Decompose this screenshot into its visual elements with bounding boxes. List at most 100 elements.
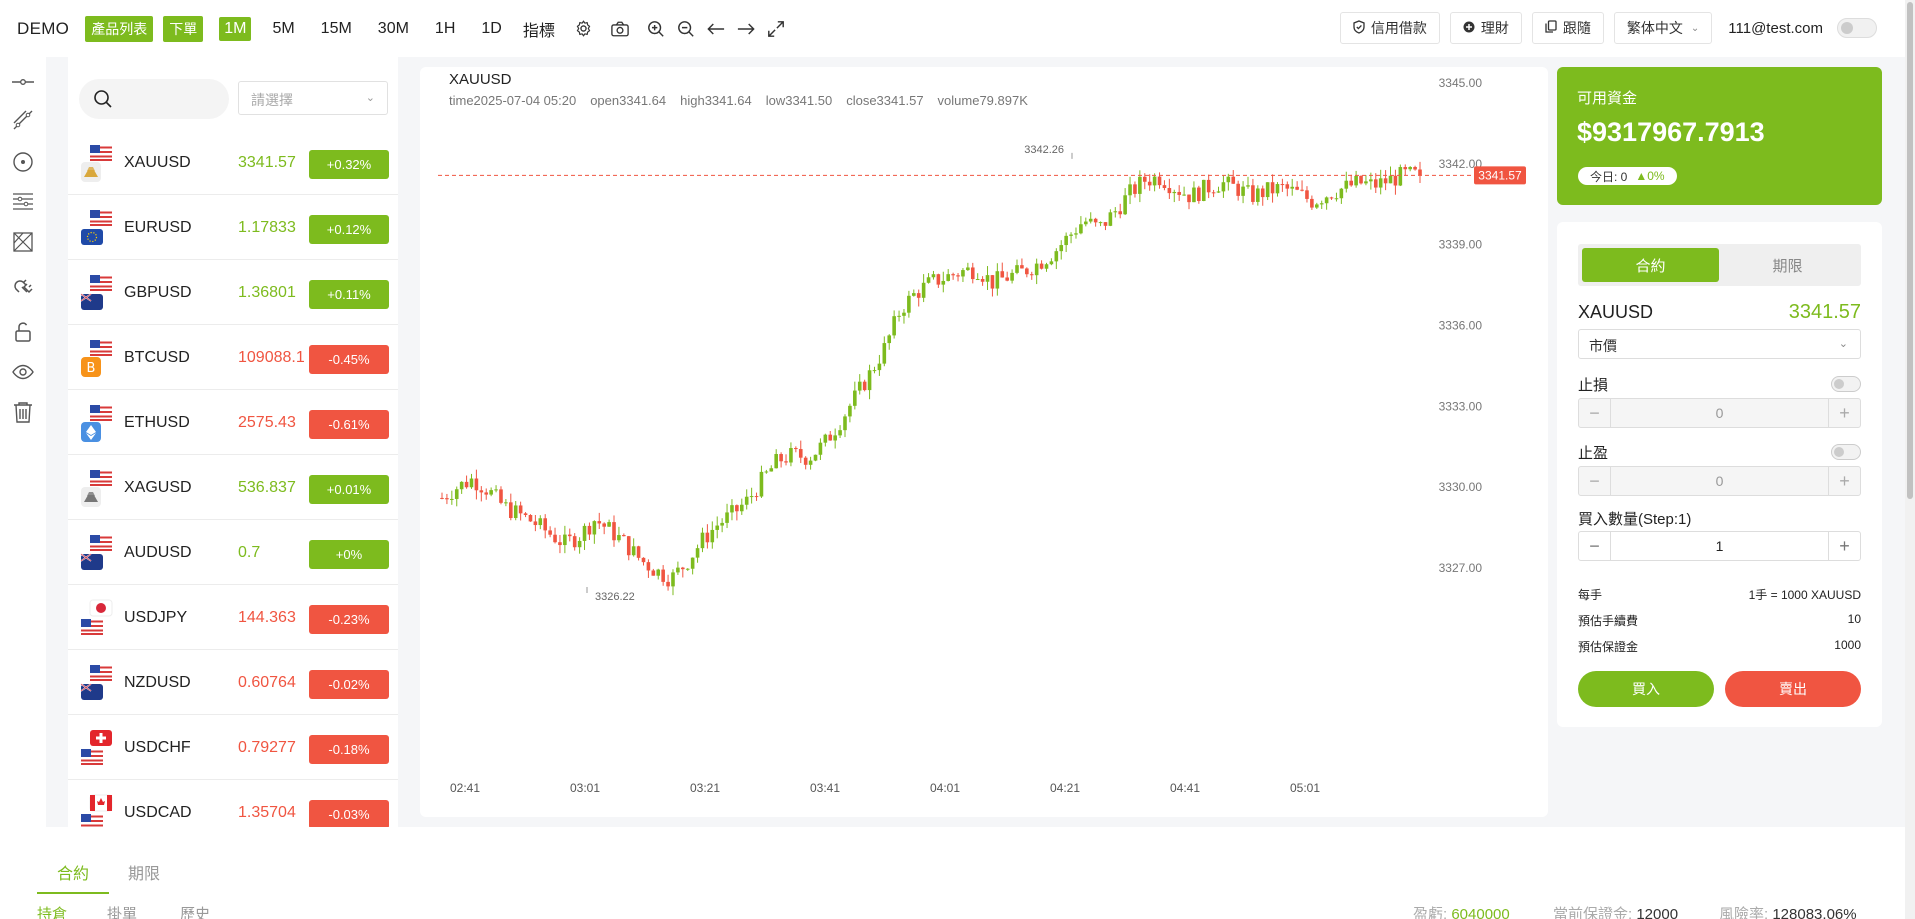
candle-body: [1300, 189, 1304, 191]
timeframe-15m[interactable]: 15M: [320, 19, 352, 37]
price-chart[interactable]: XAUUSD time2025-07-04 05:20 open3341.64 …: [420, 67, 1548, 817]
trash-icon[interactable]: [10, 399, 36, 425]
take-profit-minus-button[interactable]: −: [1579, 467, 1611, 495]
eye-icon[interactable]: [10, 359, 36, 385]
horizontal-line-tool-icon[interactable]: [10, 69, 36, 95]
candle-body: [1231, 176, 1236, 184]
take-profit-stepper[interactable]: − 0 +: [1578, 466, 1861, 496]
take-profit-value[interactable]: 0: [1715, 473, 1724, 489]
settings-gear-icon[interactable]: [569, 14, 599, 44]
product-row-gbpusd[interactable]: GBPUSD 1.36801 +0.11%: [68, 260, 398, 325]
quantity-plus-button[interactable]: +: [1828, 532, 1860, 560]
candle-body: [1364, 181, 1368, 184]
stop-loss-value[interactable]: 0: [1715, 405, 1724, 421]
arrow-left-icon[interactable]: [701, 14, 731, 44]
indicators-button[interactable]: 指標: [522, 22, 555, 40]
product-row-btcusd[interactable]: B BTCUSD 109088.1 -0.45%: [68, 325, 398, 390]
candle-body: [936, 274, 941, 285]
candle-body: [1098, 222, 1103, 224]
subtab-history[interactable]: 歷史: [180, 906, 211, 919]
sell-button[interactable]: 賣出: [1725, 671, 1861, 707]
theme-toggle[interactable]: [1837, 18, 1877, 38]
candle-body: [1162, 185, 1167, 189]
subtab-positions[interactable]: 持倉: [37, 906, 68, 919]
quantity-minus-button[interactable]: −: [1579, 532, 1611, 560]
candle-body: [572, 536, 577, 548]
candlestick-plot[interactable]: 3345.00 3342.00 3339.00 3336.00 3333.00 3330.…: [420, 67, 1548, 817]
product-list-button[interactable]: 產品列表: [85, 15, 154, 42]
bottom-tab-contract[interactable]: 合約: [57, 866, 90, 883]
take-profit-plus-button[interactable]: +: [1828, 467, 1860, 495]
category-select-placeholder: 請選擇: [251, 92, 293, 108]
tab-futures[interactable]: 期限: [1772, 257, 1803, 275]
arrow-right-icon[interactable]: [731, 14, 761, 44]
ohlc-close: close3341.57: [846, 93, 924, 108]
quantity-value[interactable]: 1: [1715, 538, 1724, 554]
quantity-stepper[interactable]: − 1 +: [1578, 531, 1861, 561]
product-price: 109088.1: [238, 349, 305, 366]
candle-body: [843, 416, 847, 431]
fee-label: 預估手續費: [1578, 614, 1639, 628]
page-scrollbar[interactable]: [1905, 0, 1915, 919]
timeframe-1m[interactable]: 1M: [219, 16, 252, 41]
candle-body: [833, 435, 837, 441]
trend-line-tool-icon[interactable]: [10, 107, 36, 133]
high-marker-label: 3342.26: [1024, 144, 1064, 156]
candle-body: [1187, 194, 1191, 203]
timeframe-1h[interactable]: 1H: [434, 19, 456, 37]
language-select[interactable]: 繁体中文 ⌄: [1613, 12, 1713, 44]
candle-body: [676, 567, 680, 573]
product-row-usdchf[interactable]: USDCHF 0.79277 -0.18%: [68, 715, 398, 780]
stop-loss-toggle[interactable]: [1831, 376, 1861, 392]
credit-loan-button[interactable]: 信用借款: [1339, 12, 1440, 44]
product-row-xauusd[interactable]: XAUUSD 3341.57 +0.32%: [68, 130, 398, 195]
subtab-pending[interactable]: 掛單: [107, 906, 138, 919]
timeframe-1d[interactable]: 1D: [481, 19, 502, 37]
stop-loss-plus-button[interactable]: +: [1828, 399, 1860, 427]
buy-button[interactable]: 買入: [1578, 671, 1714, 707]
candle-body: [1393, 175, 1398, 186]
magnet-icon[interactable]: [10, 275, 36, 301]
scrollbar-thumb[interactable]: [1907, 2, 1913, 499]
timeframe-5m[interactable]: 5M: [272, 19, 295, 37]
tab-contract[interactable]: 合約: [1582, 248, 1719, 282]
product-row-xagusd[interactable]: XAGUSD 536.837 +0.01%: [68, 455, 398, 520]
candle-body: [685, 568, 690, 570]
per-lot-value: 1手 = 1000 XAUUSD: [1748, 588, 1861, 602]
product-symbol: GBPUSD: [124, 284, 192, 301]
circle-tool-icon[interactable]: [10, 149, 36, 175]
search-input[interactable]: [79, 79, 229, 119]
product-row-audusd[interactable]: AUDUSD 0.7 +0%: [68, 520, 398, 585]
user-email[interactable]: 111@test.com: [1728, 19, 1823, 37]
candle-body: [489, 490, 493, 495]
timeframe-30m[interactable]: 30M: [377, 19, 409, 37]
take-profit-toggle[interactable]: [1831, 444, 1861, 460]
stop-loss-minus-button[interactable]: −: [1579, 399, 1611, 427]
product-row-eurusd[interactable]: EURUSD 1.17833 +0.12%: [68, 195, 398, 260]
unlock-icon[interactable]: [10, 319, 36, 345]
candle-body: [961, 270, 965, 277]
candle-body: [474, 478, 479, 491]
drawing-tools-strip: [0, 57, 46, 827]
product-row-nzdusd[interactable]: NZDUSD 0.60764 -0.02%: [68, 650, 398, 715]
candle-body: [951, 274, 955, 276]
candle-body: [877, 363, 882, 371]
camera-icon[interactable]: [605, 14, 635, 44]
bottom-tab-futures[interactable]: 期限: [128, 866, 161, 883]
fibonacci-tool-icon[interactable]: [10, 189, 36, 215]
zoom-out-icon[interactable]: [671, 14, 701, 44]
order-type-select[interactable]: 市價 ⌄: [1578, 329, 1861, 359]
product-row-usdjpy[interactable]: USDJPY 144.363 -0.23%: [68, 585, 398, 650]
pattern-tool-icon[interactable]: [10, 229, 36, 255]
zoom-in-icon[interactable]: [641, 14, 671, 44]
fullscreen-icon[interactable]: [761, 14, 791, 44]
stop-loss-stepper[interactable]: − 0 +: [1578, 398, 1861, 428]
order-button[interactable]: 下單: [163, 15, 204, 42]
copy-trade-button[interactable]: 跟隨: [1531, 12, 1604, 44]
candle-body: [499, 489, 503, 503]
wealth-button[interactable]: 理財: [1449, 12, 1522, 44]
product-row-ethusd[interactable]: ETHUSD 2575.43 -0.61%: [68, 390, 398, 455]
product-change-badge: +0%: [309, 540, 389, 569]
y-axis-tick-label: 3336.00: [1439, 319, 1483, 333]
category-select[interactable]: 請選擇 ⌄: [238, 81, 388, 115]
